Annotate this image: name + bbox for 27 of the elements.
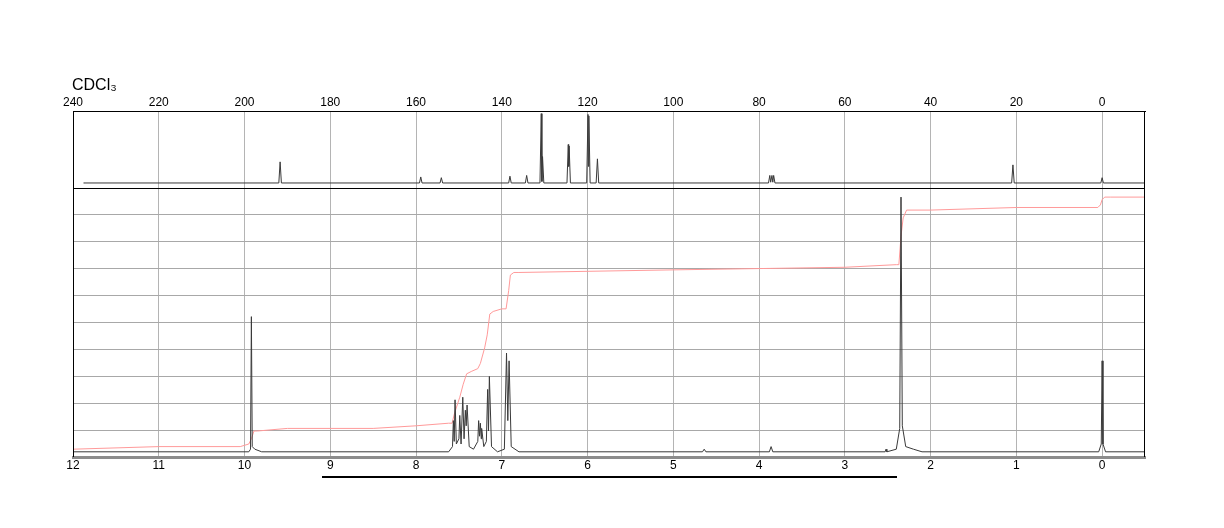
x-tick-label: 60 [838, 95, 852, 110]
x-tick-label: 200 [234, 95, 255, 110]
x-tick-label: 11 [152, 457, 166, 472]
x-tick-label: 120 [577, 95, 598, 110]
x-tick-label: 160 [406, 95, 427, 110]
x-tick-label: 100 [663, 95, 684, 110]
x-tick-label: 180 [320, 95, 341, 110]
x-tick-label: 20 [1009, 95, 1024, 110]
x-tick-label: 140 [491, 95, 513, 110]
x-tick-label: 240 [62, 95, 84, 110]
x-tick-label: 7 [498, 457, 506, 472]
x-tick-label: 0 [1098, 457, 1106, 472]
x-tick-label: 1 [1013, 457, 1021, 472]
x-tick-label: 220 [148, 95, 170, 110]
x-tick-label: 40 [923, 95, 938, 110]
x-tick-label: 4 [755, 457, 763, 472]
chart-title: CDCl₃ [72, 76, 117, 93]
x-tick-label: 5 [669, 457, 677, 472]
x-tick-label: 0 [1098, 95, 1106, 110]
x-tick-label: 8 [412, 457, 420, 472]
x-tick-label: 12 [66, 457, 80, 472]
x-tick-label: 80 [752, 95, 767, 110]
x-tick-label: 9 [326, 457, 334, 472]
x-tick-label: 3 [841, 457, 849, 472]
x-tick-label: 2 [927, 457, 935, 472]
x-tick-label: 10 [237, 457, 252, 472]
x-tick-label: 6 [584, 457, 592, 472]
